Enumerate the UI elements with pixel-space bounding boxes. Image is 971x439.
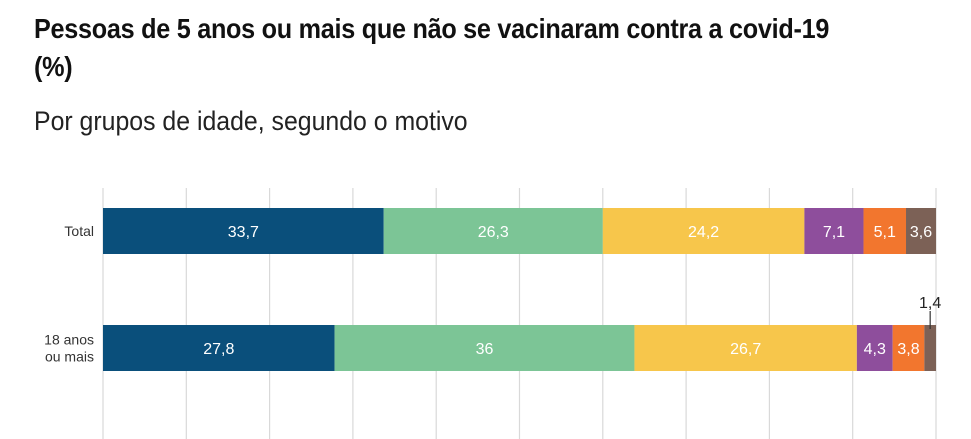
data-label: 3,6 [910,224,932,241]
data-label: 26,7 [730,341,761,358]
bar-segment [634,325,857,371]
bar-segment [804,208,864,254]
bar-segment [103,208,384,254]
data-label: 36 [476,341,494,358]
data-label: 1,4 [919,295,941,312]
bar-segment [602,208,805,254]
data-label: 5,1 [874,224,896,241]
data-label: 27,8 [203,341,234,358]
bar-segment [892,325,925,371]
bar-segment [924,325,936,371]
data-label: 3,8 [897,341,919,358]
data-label: 4,3 [864,341,886,358]
bar-segment [334,325,635,371]
bar-segment [863,208,907,254]
data-label: 7,1 [823,224,845,241]
bar-segment [906,208,936,254]
data-label: 33,7 [228,224,259,241]
chart-subtitle: Por grupos de idade, segundo o motivo [34,106,468,136]
bar-segment [856,325,893,371]
category-label: Total [64,223,94,239]
data-label: 26,3 [478,224,509,241]
category-label: 18 anos ou mais [44,332,94,365]
bar-segment [383,208,603,254]
bar-segment [103,325,335,371]
data-label: 24,2 [688,224,719,241]
chart-title: Pessoas de 5 anos ou mais que não se vac… [34,13,830,82]
